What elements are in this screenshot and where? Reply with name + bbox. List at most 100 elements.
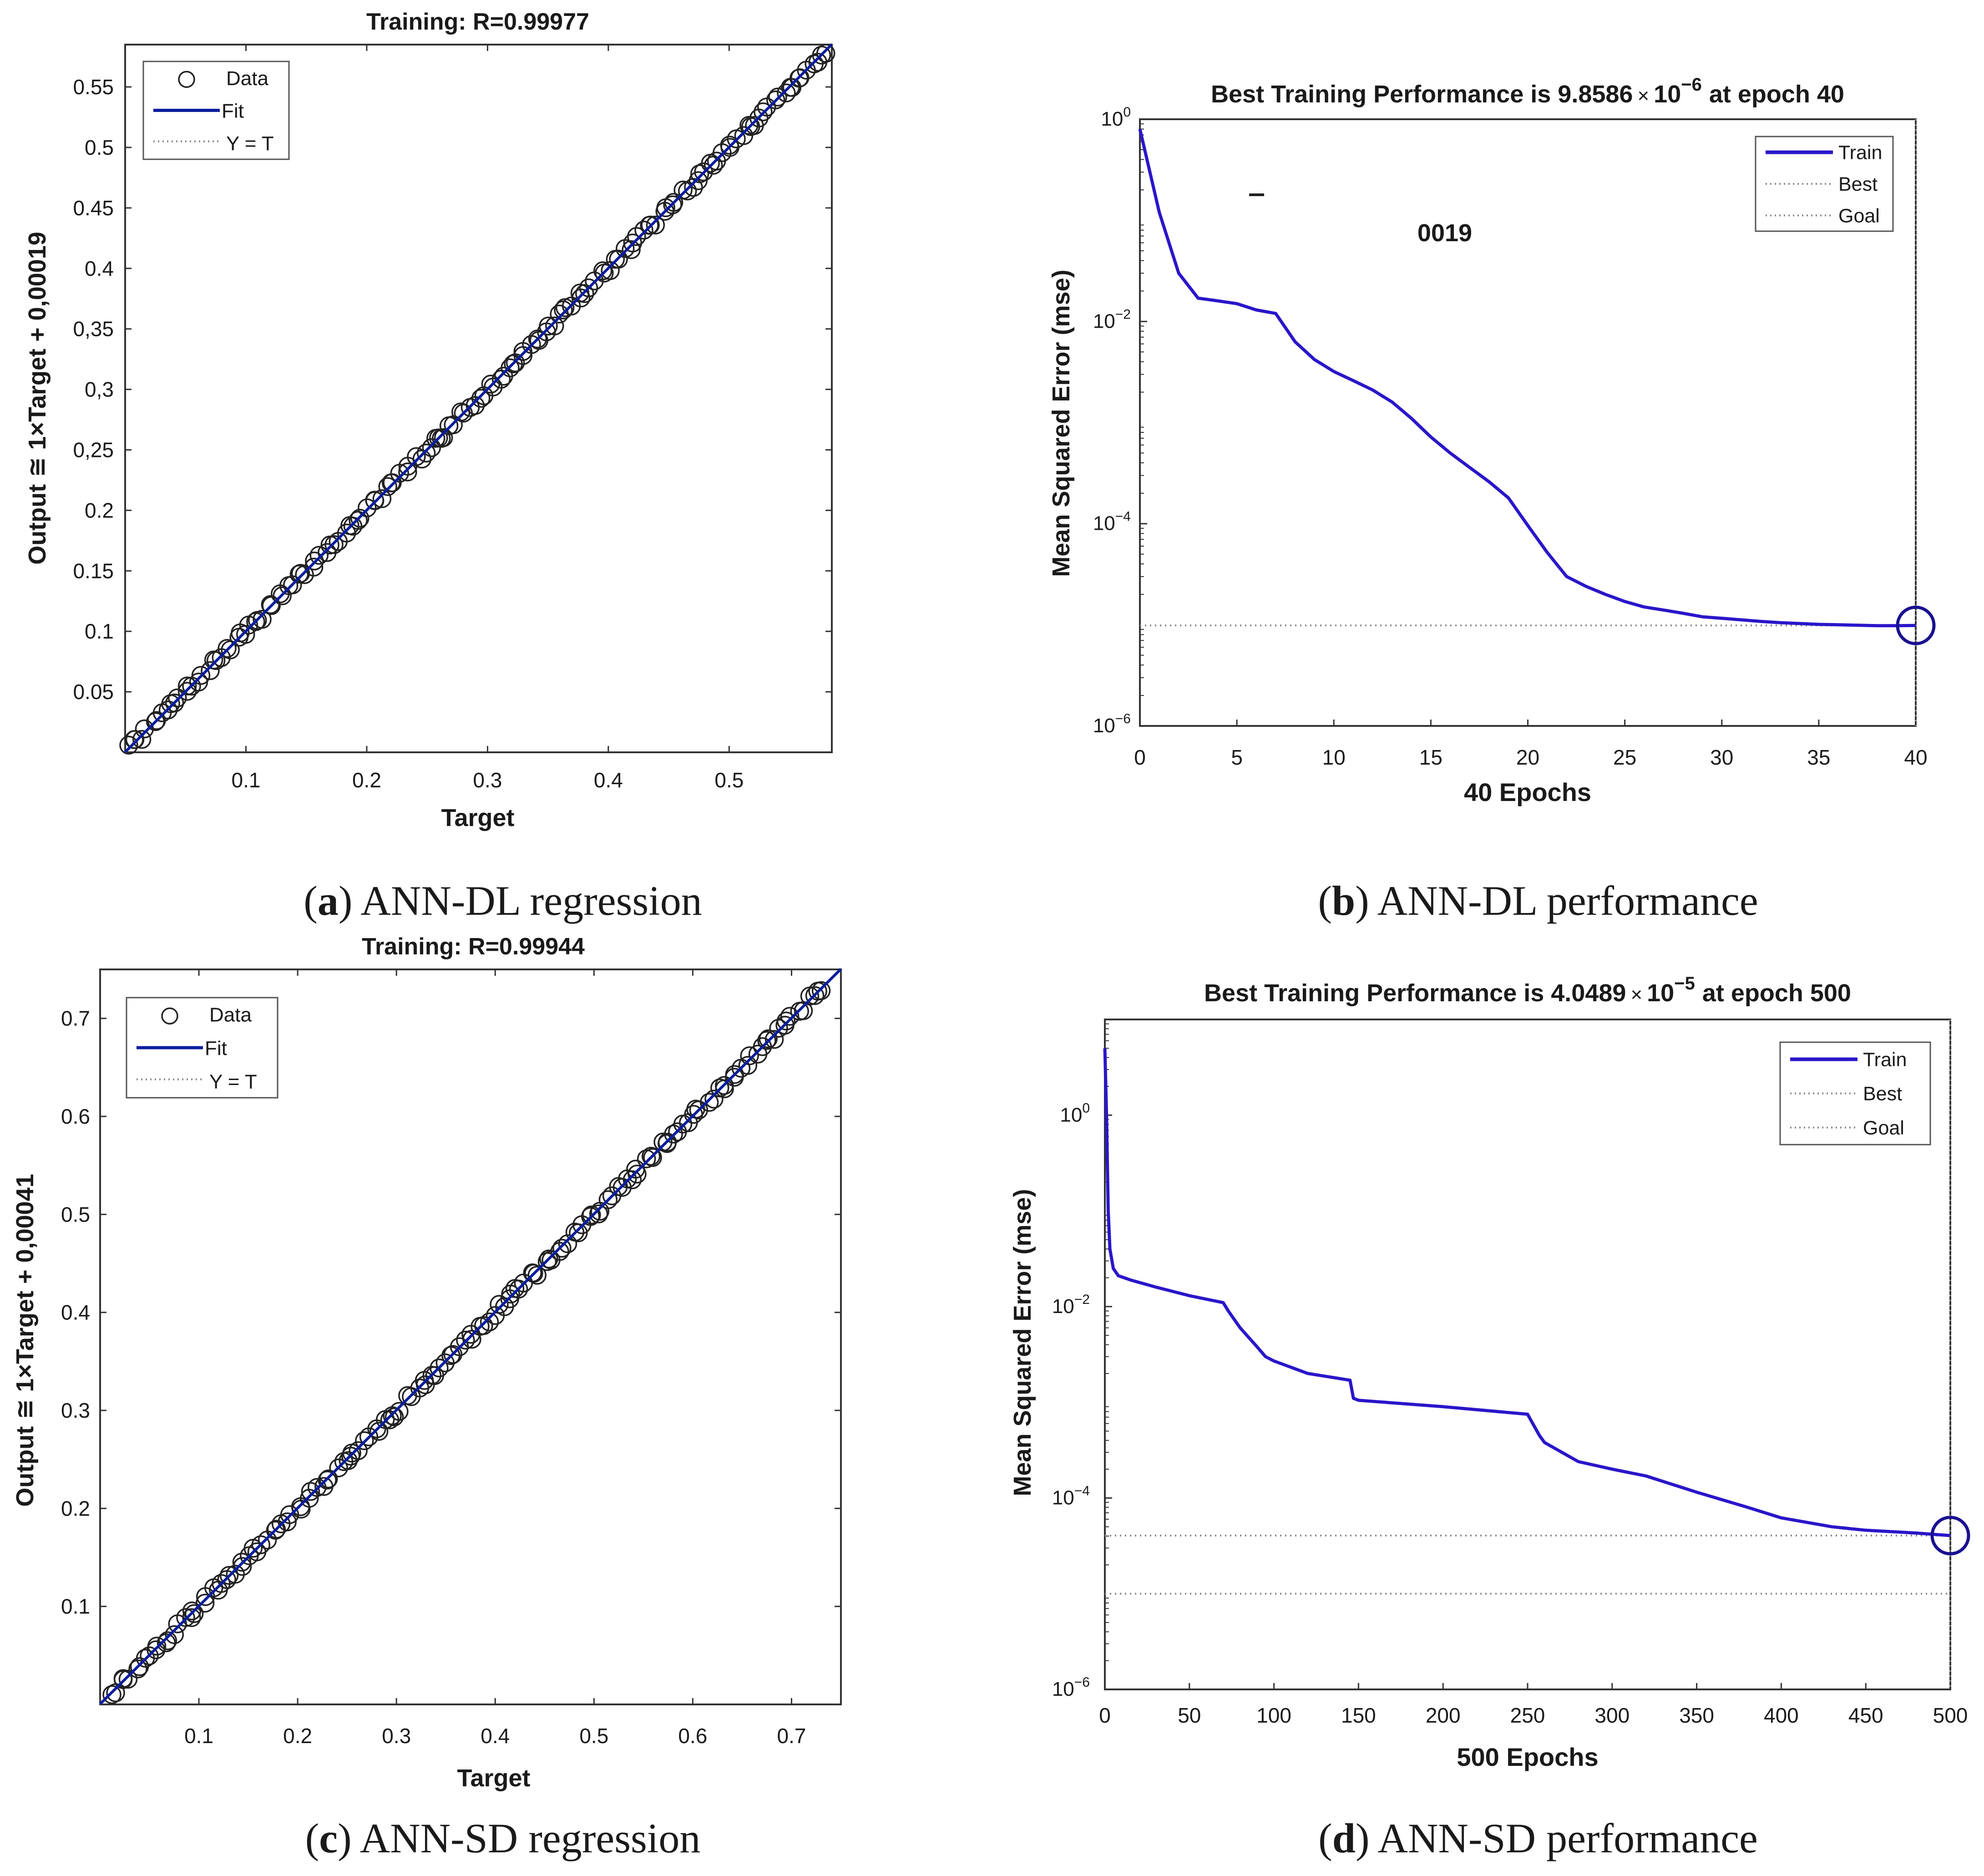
x-tick-label: 0.4 <box>594 768 623 792</box>
data-point <box>811 981 831 1000</box>
data-point <box>704 1090 724 1109</box>
best-marker <box>1896 605 1936 645</box>
data-point <box>128 1659 147 1678</box>
data-point <box>219 1566 239 1585</box>
data-point <box>221 640 240 659</box>
y-tick-label: 0.4 <box>61 1301 90 1324</box>
figure-caption: (a) ANN-DL regression <box>304 877 702 924</box>
data-point <box>191 666 211 685</box>
data-point <box>350 508 369 528</box>
fit-line <box>124 43 833 753</box>
data-point <box>125 730 145 749</box>
data-point <box>776 1011 796 1031</box>
x-tick-label: 15 <box>1419 745 1442 769</box>
legend-label: Fit <box>222 100 244 122</box>
data-point <box>582 1205 601 1225</box>
x-axis-label: 40 Epochs <box>1464 778 1591 806</box>
data-point <box>634 220 653 240</box>
y-tick-label: 0.4 <box>85 257 114 280</box>
data-point <box>329 1458 348 1478</box>
legend-label: Data <box>209 1004 252 1026</box>
data-point <box>768 87 787 107</box>
data-point <box>113 1670 133 1689</box>
y-tick-label: 0.5 <box>61 1202 90 1226</box>
data-point <box>555 298 575 317</box>
x-axis-label: Target <box>457 1764 530 1792</box>
data-point <box>140 1646 159 1666</box>
data-point <box>118 1669 138 1689</box>
chart-title: Best Training Performance is 4.0489 × 10−5… <box>1204 973 1851 1007</box>
data-point <box>622 240 641 259</box>
y-tick-label: 100 <box>1101 105 1131 130</box>
y-tick-label: 0.6 <box>61 1105 90 1128</box>
data-point <box>759 1029 778 1049</box>
data-point <box>355 1431 374 1450</box>
fit-line <box>99 968 842 1705</box>
x-tick-label: 0.4 <box>481 1724 510 1748</box>
x-tick-label: 250 <box>1510 1704 1545 1727</box>
y-tick-label: 10−6 <box>1052 1675 1090 1700</box>
x-tick-label: 300 <box>1594 1704 1630 1727</box>
data-point <box>609 249 628 269</box>
y-tick-label: 0,35 <box>73 317 114 341</box>
data-point <box>119 735 138 755</box>
data-point <box>689 1100 709 1120</box>
data-point <box>102 1685 121 1704</box>
data-point <box>319 1469 338 1489</box>
data-point <box>777 83 796 103</box>
data-point <box>480 1312 499 1332</box>
data-point <box>390 1402 409 1421</box>
x-tick-label: 100 <box>1256 1704 1291 1727</box>
data-point <box>545 316 564 336</box>
legend-label: Goal <box>1838 205 1880 227</box>
x-tick-label: 0.3 <box>473 768 502 792</box>
x-tick-label: 0.2 <box>283 1724 312 1748</box>
x-tick-label: 50 <box>1178 1704 1201 1727</box>
y-tick-label: 0.55 <box>73 75 114 99</box>
data-point <box>641 215 660 235</box>
data-point <box>527 1266 547 1285</box>
train-series-line <box>1138 128 1916 628</box>
y-axis-label: Output ≅ 1×Target + 0,00019 <box>24 232 51 565</box>
x-tick-label: 35 <box>1807 745 1830 769</box>
data-point <box>357 498 377 517</box>
train-series-line <box>1103 1048 1951 1537</box>
data-point <box>324 535 344 554</box>
x-tick-label: 150 <box>1341 1704 1376 1727</box>
x-tick-label: 0.1 <box>184 1724 213 1748</box>
data-point <box>201 661 220 680</box>
data-point <box>627 227 646 246</box>
data-point <box>147 1637 167 1656</box>
legend: Data Fit Y = T <box>142 61 290 160</box>
x-tick-label: 0.2 <box>352 768 381 792</box>
y-tick-label: 100 <box>1060 1100 1090 1126</box>
x-tick-label: 20 <box>1516 745 1539 769</box>
data-point <box>764 1030 784 1049</box>
data-point <box>579 278 598 298</box>
chart-title: Training: R=0.99977 <box>366 9 589 35</box>
data-point <box>766 90 785 110</box>
data-point <box>349 1441 368 1460</box>
y-axis-label: Mean Squared Error (mse) <box>1048 269 1075 577</box>
legend-label: Best <box>1838 173 1878 195</box>
x-tick-label: 200 <box>1426 1704 1461 1727</box>
data-point <box>383 473 402 492</box>
data-point <box>646 215 665 235</box>
y-tick-label: 0.1 <box>85 619 114 643</box>
data-point <box>176 1608 195 1627</box>
y-axis-label: Output ≅ 1×Target + 0,00041 <box>11 1174 39 1507</box>
x-tick-label: 0.3 <box>382 1724 411 1748</box>
legend-data-marker <box>178 71 195 88</box>
data-point <box>474 1316 493 1335</box>
y-tick-label: 0,25 <box>73 438 114 461</box>
data-point <box>663 195 682 214</box>
data-point <box>816 44 835 63</box>
data-point <box>434 428 453 447</box>
data-point <box>304 558 324 577</box>
x-tick-label: 10 <box>1322 745 1346 769</box>
data-point <box>780 1007 800 1026</box>
panel-d-performance: 100 10−2 10−4 10−6 0 50 100 150 200 250 300 350 400 4… <box>1009 973 1970 1861</box>
data-point <box>552 1238 572 1258</box>
y-tick-label: 0.45 <box>73 196 114 220</box>
panel-b-performance: 100 10−2 10−4 10−60 5 10 15 20 25 30 35 40 0019 Train… <box>1048 75 1936 924</box>
